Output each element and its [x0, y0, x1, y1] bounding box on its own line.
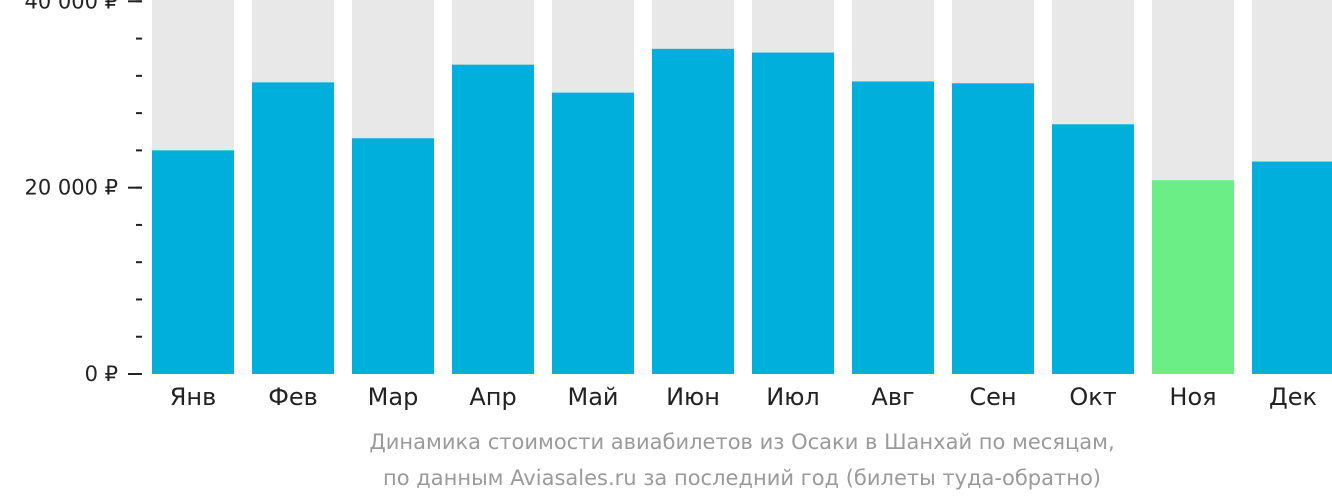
- bar-Мар: [352, 138, 434, 374]
- x-tick-label: Фев: [268, 383, 318, 411]
- bar-Дек: [1252, 161, 1332, 374]
- bar-Июл: [752, 52, 834, 374]
- y-tick-label: 0 ₽: [85, 362, 118, 386]
- x-tick-label: Июл: [766, 383, 820, 411]
- x-tick-label: Авг: [871, 383, 914, 411]
- bar-Июн: [652, 48, 734, 375]
- y-axis: 0 ₽ 20 000 ₽ 40 000 ₽: [24, 0, 142, 386]
- bar-Авг: [852, 81, 934, 374]
- bar-Май: [552, 92, 634, 374]
- bar-Сен: [952, 83, 1034, 375]
- bars: [152, 48, 1332, 375]
- x-tick-label: Окт: [1069, 383, 1116, 411]
- x-tick-label: Янв: [170, 383, 217, 411]
- price-bar-chart: 0 ₽ 20 000 ₽ 40 000 ₽ Янв Фев Мар Апр Май Июн Ию…: [24, 0, 1332, 411]
- x-tick-label: Апр: [469, 383, 516, 411]
- x-tick-label: Сен: [969, 383, 1016, 411]
- x-tick-label: Май: [567, 383, 618, 411]
- bar-Ноя: [1152, 180, 1234, 374]
- bar-Окт: [1052, 124, 1134, 375]
- chart-caption-line-1: Динамика стоимости авиабилетов из Осаки …: [369, 430, 1115, 454]
- bar-Фев: [252, 82, 334, 374]
- x-tick-label: Ноя: [1169, 383, 1216, 411]
- x-tick-label: Дек: [1269, 383, 1317, 411]
- bar-Янв: [152, 150, 234, 374]
- chart-caption-line-2: по данным Aviasales.ru за последний год …: [383, 466, 1101, 490]
- y-tick-label: 40 000 ₽: [24, 0, 118, 13]
- x-tick-label: Мар: [368, 383, 419, 411]
- y-tick-label: 20 000 ₽: [24, 176, 118, 200]
- x-tick-label: Июн: [666, 383, 720, 411]
- bar-Апр: [452, 64, 534, 375]
- x-axis: Янв Фев Мар Апр Май Июн Июл Авг Сен Окт Ноя Дек: [170, 383, 1317, 411]
